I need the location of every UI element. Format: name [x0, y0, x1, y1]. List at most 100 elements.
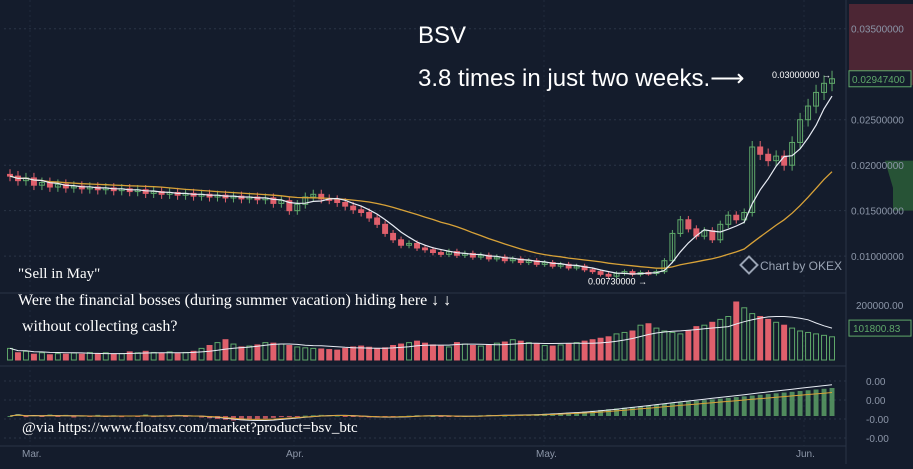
indicator-bar — [278, 416, 284, 418]
volume-bar — [517, 340, 524, 361]
candle-body — [517, 258, 524, 264]
indicator-bar — [574, 412, 580, 416]
indicator-bar — [167, 416, 173, 417]
volume-bar — [645, 323, 652, 361]
indicator-bar — [749, 395, 755, 416]
volume-bar — [549, 345, 556, 361]
via-source-label: @via https://www.floatsv.com/market?prod… — [22, 420, 358, 436]
x-tick-label: Jun. — [796, 449, 815, 460]
candle-body — [797, 119, 804, 143]
volume-bar — [589, 339, 596, 361]
candle-body — [485, 254, 492, 260]
fast-moving-average-line — [9, 95, 833, 275]
candle-body — [501, 256, 508, 262]
volume-bar — [326, 349, 333, 361]
volume-bar — [541, 345, 548, 361]
volume-bar — [110, 353, 117, 361]
indicator-bar — [765, 394, 771, 416]
candle-body — [573, 265, 580, 269]
indicator-bar — [693, 400, 699, 416]
volume-bar — [757, 316, 764, 361]
current-price-box — [848, 70, 912, 88]
volume-bar — [813, 333, 820, 361]
volume-bar — [685, 330, 692, 361]
volume-bar — [557, 344, 564, 361]
volume-bar — [46, 354, 53, 361]
indicator-bar — [598, 409, 604, 416]
indicator-bar — [95, 414, 101, 416]
volume-bar — [765, 318, 772, 361]
indicator-bars — [7, 384, 835, 421]
volume-bar — [310, 347, 317, 361]
volume-bar — [414, 340, 420, 361]
candle-body — [701, 230, 708, 237]
volume-bar — [597, 337, 604, 361]
candle-body — [406, 242, 413, 246]
volume-bar — [653, 327, 660, 361]
indicator-bar — [270, 416, 276, 418]
moving-averages — [9, 95, 833, 275]
candle-body — [430, 249, 436, 254]
volume-bar — [406, 342, 413, 361]
candle-body — [749, 146, 756, 213]
volume-bar — [829, 336, 835, 361]
volume-bar — [709, 321, 716, 361]
indicator-bar — [199, 416, 205, 418]
candle-body — [477, 254, 484, 258]
price-tick-label: 0.02500000 — [851, 116, 904, 127]
volume-bar — [637, 324, 644, 361]
indicator-bar — [669, 403, 675, 416]
candle-body — [589, 269, 596, 273]
candle-body — [422, 247, 428, 251]
candle-body — [821, 82, 828, 93]
volume-bar — [509, 339, 516, 361]
indicator-bar — [358, 416, 364, 418]
indicator-bar — [645, 405, 651, 416]
candles-layer — [7, 70, 835, 279]
indicator-bar — [183, 416, 189, 417]
volume-bar — [398, 343, 405, 361]
indicator-bar — [71, 416, 77, 418]
indicator-bar — [813, 389, 819, 416]
volume-bar — [262, 342, 269, 361]
volume-bar — [621, 331, 628, 361]
volume-bar — [485, 344, 492, 361]
watermark: Chart by OKEX — [739, 255, 842, 275]
volume-bar — [821, 334, 828, 361]
indicator-bar — [717, 398, 723, 416]
indicator-bar — [773, 393, 779, 416]
indicator-bar — [55, 416, 61, 417]
indicator-bar — [725, 397, 731, 416]
candle-body — [677, 219, 684, 234]
volume-bar — [134, 352, 141, 361]
indicator-bar — [733, 397, 739, 416]
price-tick-label: 0.01000000 — [851, 252, 904, 263]
indicator-bar — [606, 409, 612, 416]
volume-bar — [605, 336, 612, 361]
indicator-bar — [614, 408, 620, 416]
volume-bar — [693, 326, 700, 361]
candle-body — [366, 211, 373, 219]
indicator-tick-label: -0.00 — [866, 434, 889, 445]
volume-bar — [214, 342, 221, 361]
volume-bar — [190, 350, 197, 361]
candle-body — [469, 252, 476, 258]
volume-bar — [374, 347, 381, 361]
volume-bar — [366, 346, 373, 361]
candle-body — [398, 239, 405, 246]
indicator-bar — [757, 394, 763, 416]
volume-bar — [54, 353, 61, 361]
indicator-bar — [502, 415, 508, 417]
candle-body — [661, 260, 668, 273]
volume-bar — [230, 343, 237, 361]
candle-body — [334, 199, 341, 203]
indicator-bar — [590, 410, 596, 416]
volume-bar — [701, 324, 708, 361]
volume-bar — [725, 316, 732, 361]
candle-body — [278, 200, 285, 204]
volume-bar — [78, 353, 85, 361]
volume-bar — [669, 331, 676, 361]
volume-bar — [198, 347, 205, 361]
indicator-bar — [582, 411, 588, 416]
low-price-marker: 0.00730000 → — [588, 277, 647, 287]
